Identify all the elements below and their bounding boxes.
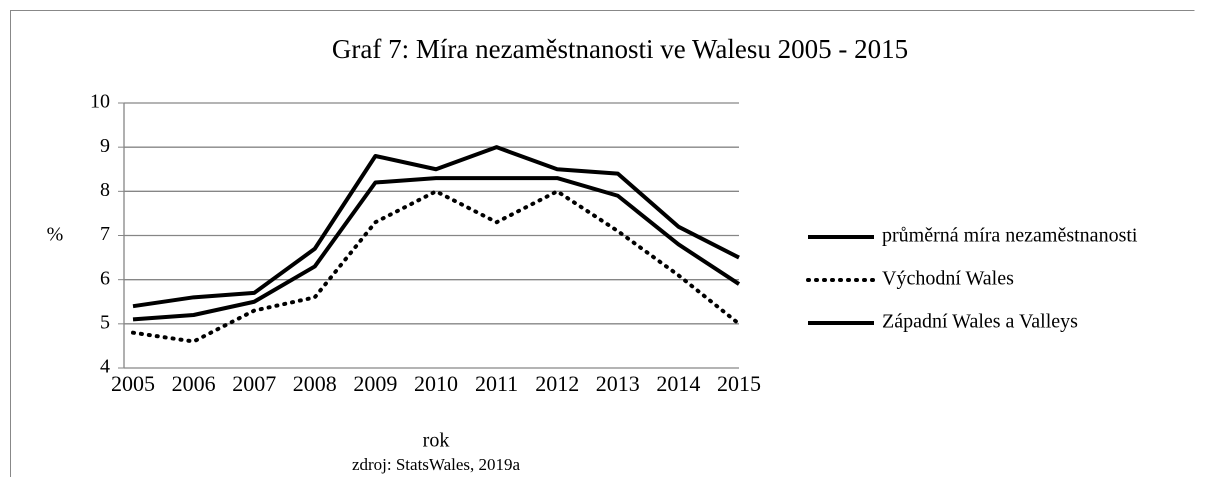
x-tick-label: 2010: [414, 371, 458, 396]
y-tick-label: 7: [100, 223, 110, 245]
y-tick-label: 4: [100, 356, 110, 378]
x-tick-label: 2007: [232, 371, 276, 396]
y-tick-label: 5: [100, 311, 110, 333]
y-tick-label: 6: [100, 267, 110, 289]
x-tick-label: 2015: [717, 371, 761, 396]
y-tick-label: 10: [90, 91, 110, 113]
legend-label: průměrná míra nezaměstnanosti: [882, 225, 1138, 247]
series-line: [132, 176, 741, 322]
legend-label: Východní Wales: [882, 268, 1014, 290]
x-tick-label: 2012: [535, 371, 579, 396]
x-axis-label: rok: [423, 430, 450, 452]
y-axis-label: %: [47, 224, 64, 246]
chart-title: Graf 7: Míra nezaměstnanosti ve Walesu 2…: [332, 34, 908, 64]
y-tick-label: 9: [100, 135, 110, 157]
frame: [10, 10, 1195, 477]
x-tick-label: 2006: [172, 371, 216, 396]
legend-label: Západní Wales a Valleys: [882, 311, 1078, 333]
series-line: [132, 145, 740, 309]
source-note: zdroj: StatsWales, 2019a: [352, 455, 521, 474]
x-tick-label: 2013: [596, 371, 640, 396]
y-tick-label: 8: [100, 179, 110, 201]
x-tick-label: 2009: [353, 371, 397, 396]
x-tick-label: 2011: [475, 371, 518, 396]
x-tick-label: 2008: [293, 371, 337, 396]
x-tick-label: 2005: [111, 371, 155, 396]
series-line: [131, 189, 741, 344]
x-tick-label: 2014: [656, 371, 700, 396]
